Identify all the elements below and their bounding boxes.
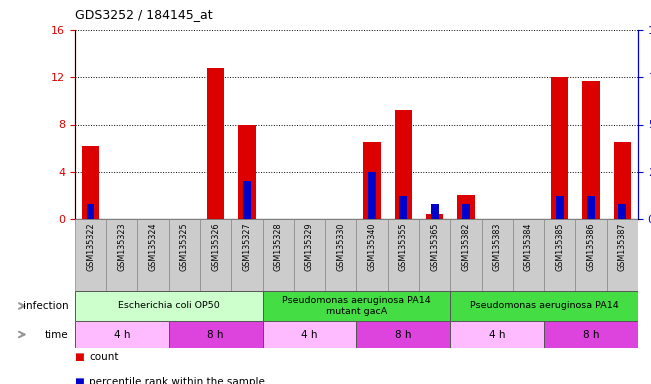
Text: GSM135340: GSM135340 xyxy=(368,223,376,271)
Text: Escherichia coli OP50: Escherichia coli OP50 xyxy=(118,301,219,311)
Bar xyxy=(82,146,99,219)
Text: ■: ■ xyxy=(75,352,88,362)
Bar xyxy=(169,321,262,348)
Bar xyxy=(450,219,482,291)
Bar xyxy=(368,172,376,219)
Text: 8 h: 8 h xyxy=(395,329,411,339)
Bar xyxy=(400,196,408,219)
Bar xyxy=(231,219,262,291)
Bar xyxy=(357,219,388,291)
Bar xyxy=(169,219,200,291)
Text: GSM135324: GSM135324 xyxy=(148,223,158,271)
Text: GSM135386: GSM135386 xyxy=(587,223,596,271)
Bar xyxy=(395,110,412,219)
Bar xyxy=(137,219,169,291)
Bar xyxy=(262,291,450,321)
Bar xyxy=(450,291,638,321)
Text: 8 h: 8 h xyxy=(208,329,224,339)
Bar xyxy=(243,181,251,219)
Bar xyxy=(238,124,256,219)
Bar xyxy=(419,219,450,291)
Bar xyxy=(482,219,513,291)
Text: GSM135322: GSM135322 xyxy=(86,223,95,271)
Bar xyxy=(614,142,631,219)
Bar xyxy=(587,196,595,219)
Bar xyxy=(575,219,607,291)
Bar xyxy=(262,321,357,348)
Bar xyxy=(426,214,443,219)
Text: GSM135382: GSM135382 xyxy=(462,223,471,271)
Text: Pseudomonas aeruginosa PA14: Pseudomonas aeruginosa PA14 xyxy=(470,301,618,311)
Text: GSM135329: GSM135329 xyxy=(305,223,314,271)
Text: Pseudomonas aeruginosa PA14
mutant gacA: Pseudomonas aeruginosa PA14 mutant gacA xyxy=(282,296,431,316)
Bar xyxy=(262,219,294,291)
Bar xyxy=(556,196,564,219)
Bar xyxy=(363,142,381,219)
Bar xyxy=(325,219,357,291)
Text: GSM135327: GSM135327 xyxy=(242,223,251,271)
Text: GSM135355: GSM135355 xyxy=(399,223,408,271)
Bar xyxy=(607,219,638,291)
Bar xyxy=(106,219,137,291)
Text: ■: ■ xyxy=(75,377,88,384)
Text: 4 h: 4 h xyxy=(489,329,505,339)
Bar xyxy=(457,195,475,219)
Text: GSM135384: GSM135384 xyxy=(524,223,533,271)
Bar xyxy=(450,321,544,348)
Text: count: count xyxy=(89,352,118,362)
Bar xyxy=(462,204,470,219)
Text: GSM135325: GSM135325 xyxy=(180,223,189,271)
Bar xyxy=(75,291,262,321)
Bar xyxy=(207,68,224,219)
Bar xyxy=(431,204,439,219)
Text: GSM135323: GSM135323 xyxy=(117,223,126,271)
Text: 4 h: 4 h xyxy=(301,329,318,339)
Bar xyxy=(75,321,169,348)
Bar xyxy=(618,204,626,219)
Text: GSM135387: GSM135387 xyxy=(618,223,627,271)
Bar xyxy=(200,219,231,291)
Bar xyxy=(583,81,600,219)
Bar xyxy=(357,321,450,348)
Bar xyxy=(551,77,568,219)
Text: GSM135383: GSM135383 xyxy=(493,223,502,271)
Bar xyxy=(294,219,325,291)
Text: time: time xyxy=(45,329,68,339)
Text: GSM135330: GSM135330 xyxy=(337,223,345,271)
Text: 4 h: 4 h xyxy=(113,329,130,339)
Bar xyxy=(388,219,419,291)
Text: percentile rank within the sample: percentile rank within the sample xyxy=(89,377,265,384)
Text: GSM135326: GSM135326 xyxy=(211,223,220,271)
Bar xyxy=(513,219,544,291)
Text: 8 h: 8 h xyxy=(583,329,600,339)
Bar xyxy=(75,219,106,291)
Text: GDS3252 / 184145_at: GDS3252 / 184145_at xyxy=(75,8,212,21)
Text: GSM135385: GSM135385 xyxy=(555,223,564,271)
Text: GSM135328: GSM135328 xyxy=(273,223,283,271)
Bar xyxy=(544,219,575,291)
Text: infection: infection xyxy=(23,301,68,311)
Bar xyxy=(87,204,94,219)
Bar xyxy=(544,321,638,348)
Text: GSM135365: GSM135365 xyxy=(430,223,439,271)
